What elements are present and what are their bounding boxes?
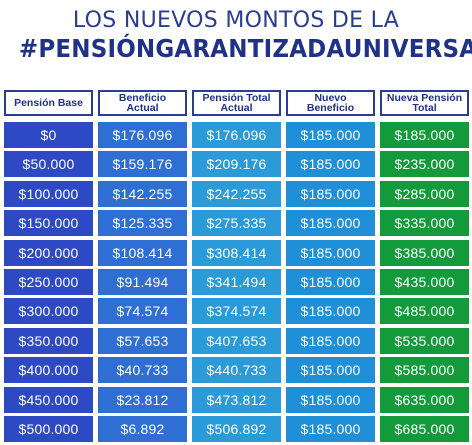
table-cell: $185.000 — [286, 210, 375, 237]
table-cell: $250.000 — [4, 268, 93, 295]
table-cell: $185.000 — [286, 357, 375, 384]
table-cell: $440.733 — [192, 357, 281, 384]
table-cell: $385.000 — [380, 239, 469, 266]
table-cell: $50.000 — [4, 151, 93, 178]
table-cell: $185.000 — [286, 415, 375, 442]
page-title: LOS NUEVOS MONTOS DE LA — [72, 8, 400, 33]
table-cell: $285.000 — [380, 180, 469, 207]
table-cell: $242.255 — [192, 180, 281, 207]
table-cell: $185.000 — [286, 327, 375, 354]
table-cell: $159.176 — [98, 151, 187, 178]
table-cell: $506.892 — [192, 415, 281, 442]
table-cell: $142.255 — [98, 180, 187, 207]
table-cell: $185.000 — [380, 122, 469, 148]
table-cell: $185.000 — [286, 122, 375, 148]
table-cell: $275.335 — [192, 210, 281, 237]
header-pension-total-actual: Pensión Total Actual — [192, 90, 281, 116]
table-cell: $535.000 — [380, 327, 469, 354]
table-cell: $407.653 — [192, 327, 281, 354]
table-cell: $185.000 — [286, 151, 375, 178]
table-cell: $308.414 — [192, 239, 281, 266]
table-cell: $6.892 — [98, 415, 187, 442]
header-beneficio-actual: Beneficio Actual — [98, 90, 187, 116]
table-cell: $185.000 — [286, 268, 375, 295]
table-cell: $185.000 — [286, 298, 375, 325]
header-pension-base: Pensión Base — [4, 90, 93, 116]
table-cell: $40.733 — [98, 357, 187, 384]
header-nuevo-beneficio: Nuevo Beneficio — [286, 90, 375, 116]
table-cell: $635.000 — [380, 386, 469, 413]
column-pension-total-actual: Pensión Total Actual $176.096 $209.176 $… — [192, 90, 281, 445]
table-cell: $185.000 — [286, 239, 375, 266]
column-beneficio-actual: Beneficio Actual $176.096 $159.176 $142.… — [98, 90, 187, 445]
table-cell: $685.000 — [380, 415, 469, 442]
table-cell: $108.414 — [98, 239, 187, 266]
table-cell: $235.000 — [380, 151, 469, 178]
table-cell: $500.000 — [4, 415, 93, 442]
table-cell: $435.000 — [380, 268, 469, 295]
table-cell: $125.335 — [98, 210, 187, 237]
column-nueva-pension-total: Nueva Pensión Total $185.000 $235.000 $2… — [380, 90, 469, 445]
table-cell: $150.000 — [4, 210, 93, 237]
table-cell: $23.812 — [98, 386, 187, 413]
title-block: LOS NUEVOS MONTOS DE LA #PENSIÓNGARANTIZ… — [0, 8, 472, 64]
table-cell: $450.000 — [4, 386, 93, 413]
table-cell: $57.653 — [98, 327, 187, 354]
table-cell: $176.096 — [98, 122, 187, 148]
table-cell: $585.000 — [380, 357, 469, 384]
table-cell: $209.176 — [192, 151, 281, 178]
table-cell: $485.000 — [380, 298, 469, 325]
table-cell: $350.000 — [4, 327, 93, 354]
table-cell: $341.494 — [192, 268, 281, 295]
table-cell: $374.574 — [192, 298, 281, 325]
table-cell: $100.000 — [4, 180, 93, 207]
header-nueva-pension-total: Nueva Pensión Total — [380, 90, 469, 116]
table-cell: $0 — [4, 122, 93, 148]
table-cell: $300.000 — [4, 298, 93, 325]
hashtag-title: #PENSIÓNGARANTIZADAUNIVERSAL — [18, 34, 472, 63]
table-cell: $176.096 — [192, 122, 281, 148]
table-cell: $185.000 — [286, 386, 375, 413]
table-cell: $473.812 — [192, 386, 281, 413]
column-nuevo-beneficio: Nuevo Beneficio $185.000 $185.000 $185.0… — [286, 90, 375, 445]
table-cell: $400.000 — [4, 357, 93, 384]
table-cell: $91.494 — [98, 268, 187, 295]
table-cell: $200.000 — [4, 239, 93, 266]
table-cell: $74.574 — [98, 298, 187, 325]
column-pension-base: Pensión Base $0 $50.000 $100.000 $150.00… — [4, 90, 93, 445]
table-cell: $185.000 — [286, 180, 375, 207]
pension-table: Pensión Base $0 $50.000 $100.000 $150.00… — [4, 90, 470, 445]
table-cell: $335.000 — [380, 210, 469, 237]
